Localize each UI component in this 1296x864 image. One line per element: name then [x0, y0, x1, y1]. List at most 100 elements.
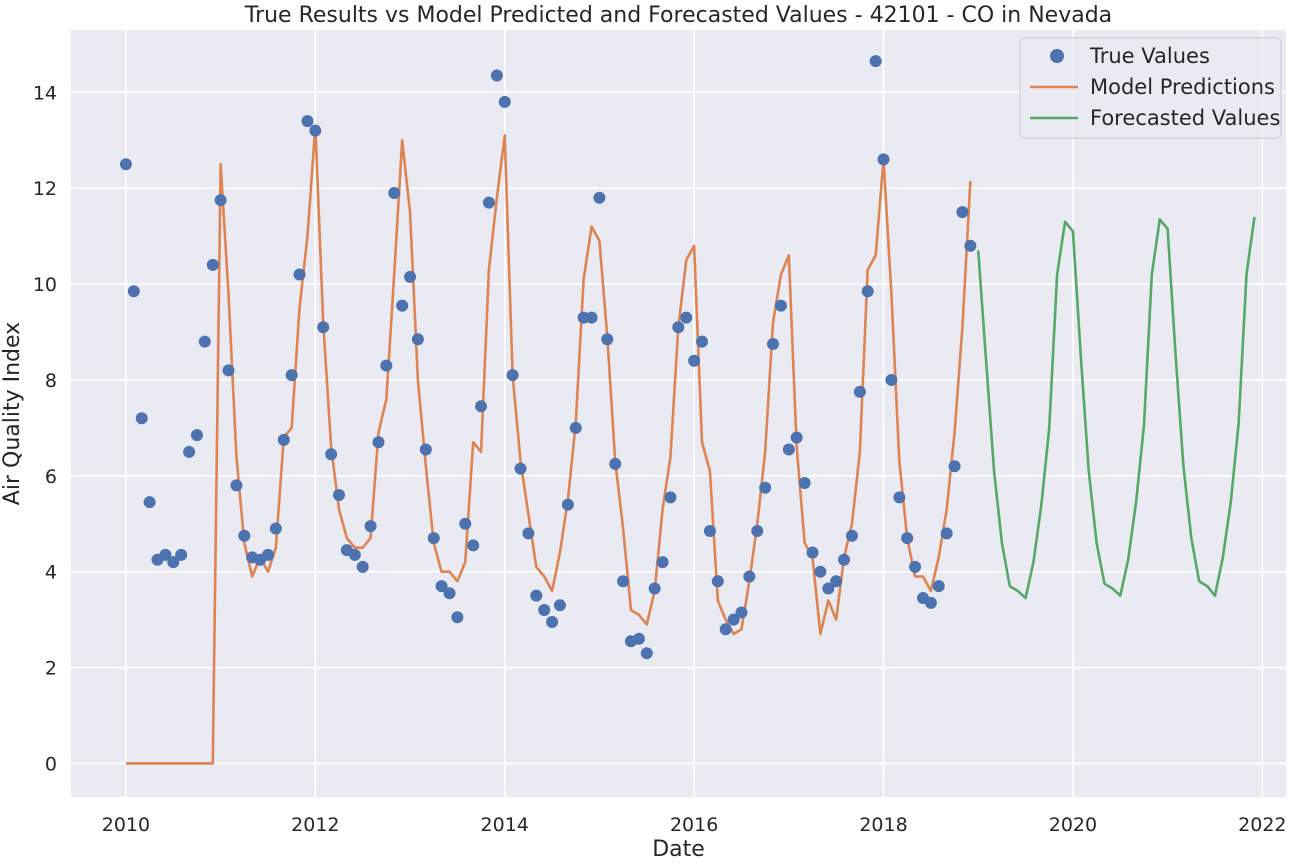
y-tick-label: 2: [45, 658, 57, 680]
data-point: [411, 333, 424, 346]
data-point: [119, 158, 132, 171]
data-point: [853, 385, 866, 398]
data-point: [932, 580, 945, 593]
y-tick-label: 6: [45, 466, 57, 488]
y-axis-ticks: 0 2 4 6 8 10 12 14: [33, 82, 57, 775]
data-point: [206, 258, 219, 271]
x-tick-label: 2012: [291, 814, 339, 836]
data-point: [561, 498, 574, 511]
data-point: [325, 448, 338, 461]
data-point: [364, 520, 377, 533]
data-point: [845, 529, 858, 542]
x-tick-label: 2016: [670, 814, 718, 836]
data-point: [214, 194, 227, 207]
data-point: [143, 496, 156, 509]
data-point: [688, 354, 701, 367]
data-point: [490, 69, 503, 82]
data-point: [553, 599, 566, 612]
data-point: [348, 548, 361, 561]
data-point: [703, 524, 716, 537]
data-point: [285, 369, 298, 382]
legend-box: [1019, 37, 1282, 139]
legend-item-true-values: True Values: [1050, 44, 1210, 68]
data-point: [238, 529, 251, 542]
y-tick-label: 8: [45, 370, 57, 392]
series-line-model-predictions: [125, 124, 972, 765]
data-point: [435, 580, 448, 593]
data-point: [467, 539, 480, 552]
legend: True Values Model Predictions Forecasted…: [1019, 37, 1282, 139]
data-point: [546, 616, 559, 629]
data-point: [924, 596, 937, 609]
legend-item-forecasted-values: Forecasted Values: [1030, 106, 1280, 130]
y-tick-label: 14: [33, 82, 57, 104]
data-point: [190, 429, 203, 442]
data-point: [719, 623, 732, 636]
data-point: [885, 373, 898, 386]
legend-label-forecasted-values: Forecasted Values: [1090, 106, 1280, 130]
data-point: [372, 436, 385, 449]
data-point: [830, 575, 843, 588]
data-point: [261, 548, 274, 561]
data-point: [309, 124, 322, 137]
data-point: [609, 457, 622, 470]
data-point: [317, 321, 330, 334]
data-point: [838, 553, 851, 566]
data-point: [135, 412, 148, 425]
legend-label-model-predictions: Model Predictions: [1090, 75, 1275, 99]
data-point: [427, 532, 440, 545]
data-point: [782, 443, 795, 456]
series-line-forecasted-values: [976, 216, 1256, 600]
data-point: [964, 239, 977, 252]
data-point: [656, 556, 669, 569]
data-point: [759, 481, 772, 494]
y-tick-label: 4: [45, 562, 57, 584]
data-point: [774, 299, 787, 312]
legend-item-model-predictions: Model Predictions: [1030, 75, 1275, 99]
legend-label-true-values: True Values: [1089, 44, 1210, 68]
x-tick-label: 2018: [859, 814, 907, 836]
data-point: [482, 196, 495, 209]
series-points-true-values: [119, 55, 977, 660]
data-point: [459, 517, 472, 530]
data-point: [735, 606, 748, 619]
x-axis-label: Date: [652, 837, 705, 862]
data-point: [909, 560, 922, 573]
data-point: [277, 433, 290, 446]
data-point: [790, 431, 803, 444]
data-point: [404, 270, 417, 283]
data-point: [293, 268, 306, 281]
x-tick-label: 2014: [481, 814, 529, 836]
data-point: [175, 548, 188, 561]
data-point: [167, 556, 180, 569]
series-layer: [119, 55, 1256, 765]
data-point: [396, 299, 409, 312]
data-point: [648, 582, 661, 595]
data-point: [711, 575, 724, 588]
data-point: [727, 613, 740, 626]
y-tick-label: 10: [33, 274, 57, 296]
data-point: [380, 359, 393, 372]
data-point: [695, 335, 708, 348]
data-point: [269, 522, 282, 535]
data-point: [506, 369, 519, 382]
data-point: [893, 491, 906, 504]
data-point: [514, 462, 527, 475]
data-point: [198, 335, 211, 348]
legend-marker-true-values: [1050, 49, 1064, 63]
y-tick-label: 12: [33, 178, 57, 200]
chart-title: True Results vs Model Predicted and Fore…: [244, 3, 1112, 28]
data-point: [530, 589, 543, 602]
data-point: [798, 477, 811, 490]
data-point: [617, 575, 630, 588]
x-axis-ticks: 2010 2012 2014 2016 2018 2020 2022: [102, 814, 1287, 836]
data-point: [127, 285, 140, 298]
data-point: [593, 191, 606, 204]
data-point: [664, 491, 677, 504]
data-point: [601, 333, 614, 346]
data-point: [743, 570, 756, 583]
data-point: [767, 337, 780, 350]
data-point: [814, 565, 827, 578]
data-point: [751, 524, 764, 537]
data-point: [475, 400, 488, 413]
